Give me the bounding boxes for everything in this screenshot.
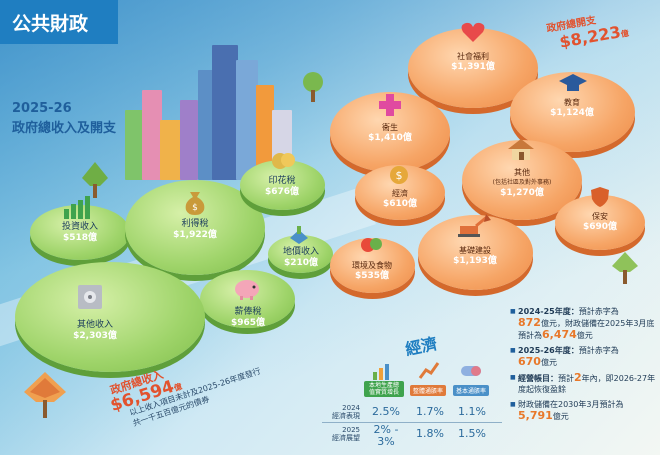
land-icon [288,224,310,244]
economy-row-label: 2024 經濟表現 [332,404,360,420]
city-skyline [120,30,300,180]
expenditure-item: 其他 (包括社區及對外事務) $1,270億 [487,168,557,198]
piggy-bank-icon [232,276,262,300]
expenditure-item: 基礎建設 $1,193億 [440,246,510,266]
expenditure-value: $1,193億 [453,256,497,266]
expenditure-subname: (包括社區及對外事務) [492,179,552,186]
revenue-item: 印花稅 $676億 [247,176,317,198]
fiscal-note: 財政儲備在2030年3月預計為 5,791億元 [510,399,658,422]
revenue-disk-salaries-tax [200,270,295,328]
expenditure-value: $1,270億 [500,188,544,198]
building [212,45,238,180]
revenue-item: 薪俸稅 $965億 [213,307,283,329]
revenue-value: $2,303億 [73,331,117,341]
house-icon [506,137,536,161]
safe-icon [76,283,104,311]
revenue-value: $965億 [230,318,266,328]
economy-value: 1.5% [458,427,486,440]
expenditure-value: $1,410億 [368,133,412,143]
building [236,60,258,180]
expenditure-value: $690億 [582,222,618,232]
title-bar: 公共財政 [0,0,118,44]
expenditure-name: 基礎建設 [459,246,491,255]
graduation-cap-icon [558,72,588,94]
building [125,110,143,180]
revenue-item: 其他收入 $2,303億 [55,320,135,342]
expenditure-name: 經濟 [392,189,408,198]
building [142,90,162,180]
revenue-disk-other [15,262,205,372]
svg-text:$: $ [192,203,198,213]
fiscal-note: 2024-25年度：預計赤字為 872億元，財政儲備在2025年3月底預計為6,… [510,306,658,341]
tree-icon [300,70,326,104]
growth-chart-icon [372,362,394,380]
page-title: 公共財政 [12,13,89,35]
revenue-name: 印花稅 [268,176,296,186]
economy-header-gdp: 本地生產總值實質增長 [364,381,404,397]
revenue-item: 地價收入 $210億 [266,247,336,269]
revenue-item: 投資收入 $518億 [45,222,115,244]
tree-icon [610,250,640,286]
expenditure-value: $610億 [382,199,418,209]
revenue-value: $1,922億 [173,230,217,240]
bar-chart-icon [62,195,92,219]
expenditure-item: 社會福利 $1,391億 [438,52,508,72]
fiscal-note: 經營帳目：預計2年內，即2026-27年度起恢復盈餘 [510,372,658,395]
building [180,100,198,180]
pill-icon [460,364,482,378]
expenditure-name: 其他 [514,168,530,177]
expenditure-name: 教育 [564,98,580,107]
expenditure-item: 教育 $1,124億 [537,98,607,118]
vegetables-icon [360,232,384,254]
shield-icon [588,185,612,209]
revenue-value: $518億 [62,233,98,243]
inflation-icon [418,360,440,380]
expenditure-value: $1,391億 [451,62,495,72]
expenditure-name: 社會福利 [457,52,489,61]
revenue-name: 其他收入 [76,320,113,330]
revenue-item: 利得稅 $1,922億 [155,219,235,241]
expenditure-item: 保安 $690億 [565,212,635,232]
building [160,120,182,180]
excavator-icon [456,212,492,238]
revenue-name: 投資收入 [61,222,98,232]
fiscal-notes: 2024-25年度：預計赤字為 872億元，財政儲備在2025年3月底預計為6,… [510,306,658,426]
money-bag-icon: $ [182,188,208,216]
svg-text:$: $ [396,169,403,182]
revenue-value: $676億 [264,187,300,197]
economy-value: 2% -3% [373,423,399,448]
expenditure-item: 經濟 $610億 [365,189,435,209]
heart-icon [460,20,486,44]
coins-icon [270,150,298,172]
economy-value: 1.7% [416,405,444,418]
medical-cross-icon [377,92,403,118]
expenditure-name: 保安 [592,212,608,221]
tree-icon [20,370,70,420]
revenue-name: 利得稅 [181,219,209,229]
revenue-name: 地價收入 [282,247,319,257]
building [256,85,274,180]
heading-year: 2025-26 [12,101,72,116]
economy-value: 2.5% [372,405,400,418]
expenditure-name: 環境及食物 [352,261,392,270]
expenditure-name: 衞生 [382,123,398,132]
expenditure-item: 衞生 $1,410億 [355,123,425,143]
economy-header-inflation: 整體通脹率 [410,385,447,396]
fiscal-note: 2025-26年度：預計赤字為 670億元 [510,345,658,368]
expenditure-value: $1,124億 [550,108,594,118]
tree-icon [80,160,110,200]
revenue-name: 薪俸稅 [234,307,262,317]
economy-value: 1.1% [458,405,486,418]
heading-main: 政府總收入及開支 [12,121,117,136]
economy-value: 1.8% [416,427,444,440]
building [198,70,214,180]
economy-row-label: 2025 經濟展望 [332,426,360,442]
dollar-coin-icon: $ [388,164,410,186]
revenue-value: $210億 [283,258,319,268]
economy-divider [322,422,502,423]
economy-header-underlying: 基本通脹率 [453,385,490,396]
expenditure-item: 環境及食物 $535億 [337,261,407,281]
expenditure-value: $535億 [354,271,390,281]
